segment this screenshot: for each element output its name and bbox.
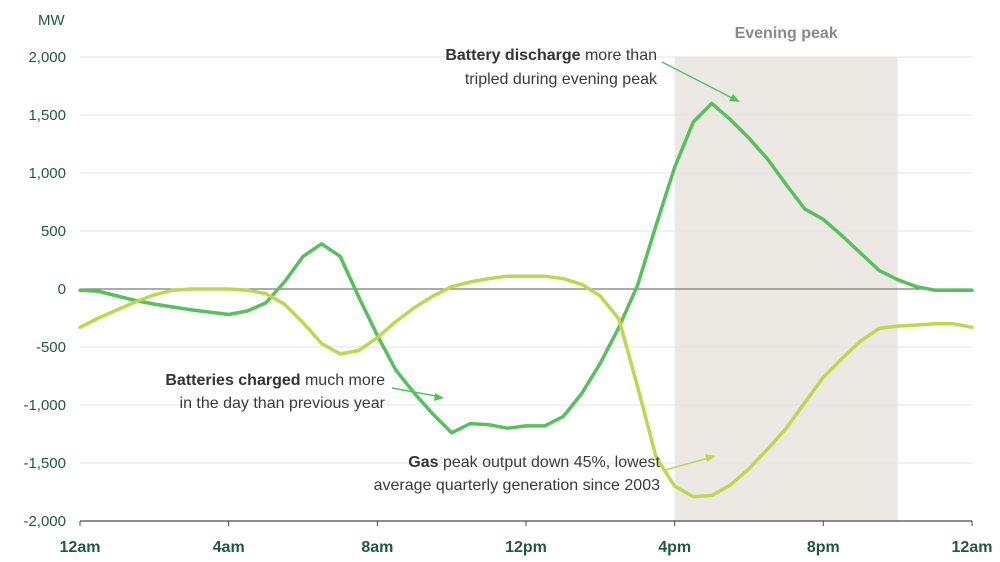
annotation-gas: Gas peak output down 45%, lowest average… [374, 454, 716, 494]
series-line-battery [78, 101, 974, 435]
annotation-batteries-charged-line2: in the day than previous year [180, 395, 386, 412]
annotation-batteries-charged: Batteries charged much more in the day t… [165, 372, 444, 412]
y-axis-unit: MW [38, 12, 65, 29]
annotation-battery-discharge-line1: Battery discharge more than [445, 47, 657, 64]
annotation-battery-discharge: Battery discharge more than tripled duri… [445, 47, 740, 102]
x-axis-ticks: 12am 4am 8am 12pm 4pm 8pm 12am [60, 521, 993, 556]
annotation-gas-arrow [664, 456, 713, 471]
x-tick-label: 8pm [807, 539, 840, 556]
x-tick-label: 12am [60, 539, 101, 556]
annotation-gas-line1: Gas peak output down 45%, lowest [408, 454, 660, 471]
y-tick-label: 2,000 [28, 49, 66, 66]
x-tick-label: 4pm [658, 539, 691, 556]
annotation-battery-discharge-arrowhead [729, 94, 740, 102]
annotation-batteries-charged-arrow [391, 387, 442, 398]
annotation-gas-arrowhead [705, 454, 716, 462]
y-tick-label: 500 [41, 223, 66, 240]
x-tick-label: 12am [952, 539, 993, 556]
series-layer [78, 101, 974, 499]
evening-peak-label: Evening peak [735, 25, 838, 42]
annotation-batteries-charged-line1: Batteries charged much more [165, 372, 385, 389]
annotation-battery-discharge-arrow [661, 61, 739, 102]
annotation-gas-line2: average quarterly generation since 2003 [374, 477, 661, 494]
annotation-batteries-charged-arrowhead [434, 393, 444, 401]
x-tick-label: 4am [213, 539, 245, 556]
y-tick-label: -1,500 [23, 455, 66, 472]
y-tick-label: 1,000 [28, 165, 66, 182]
y-tick-label: 1,500 [28, 107, 66, 124]
y-axis-ticks: 2,000 1,500 1,000 500 0 -500 -1,000 -1,500 -2,00… [23, 49, 66, 530]
x-tick-label: 12pm [505, 539, 547, 556]
y-tick-label: 0 [58, 281, 66, 298]
series-line-gas [78, 274, 974, 499]
y-tick-label: -500 [36, 339, 66, 356]
y-tick-label: -2,000 [23, 513, 66, 530]
y-tick-label: -1,000 [23, 397, 66, 414]
x-tick-label: 8am [361, 539, 393, 556]
annotation-battery-discharge-line2: tripled during evening peak [465, 71, 658, 88]
